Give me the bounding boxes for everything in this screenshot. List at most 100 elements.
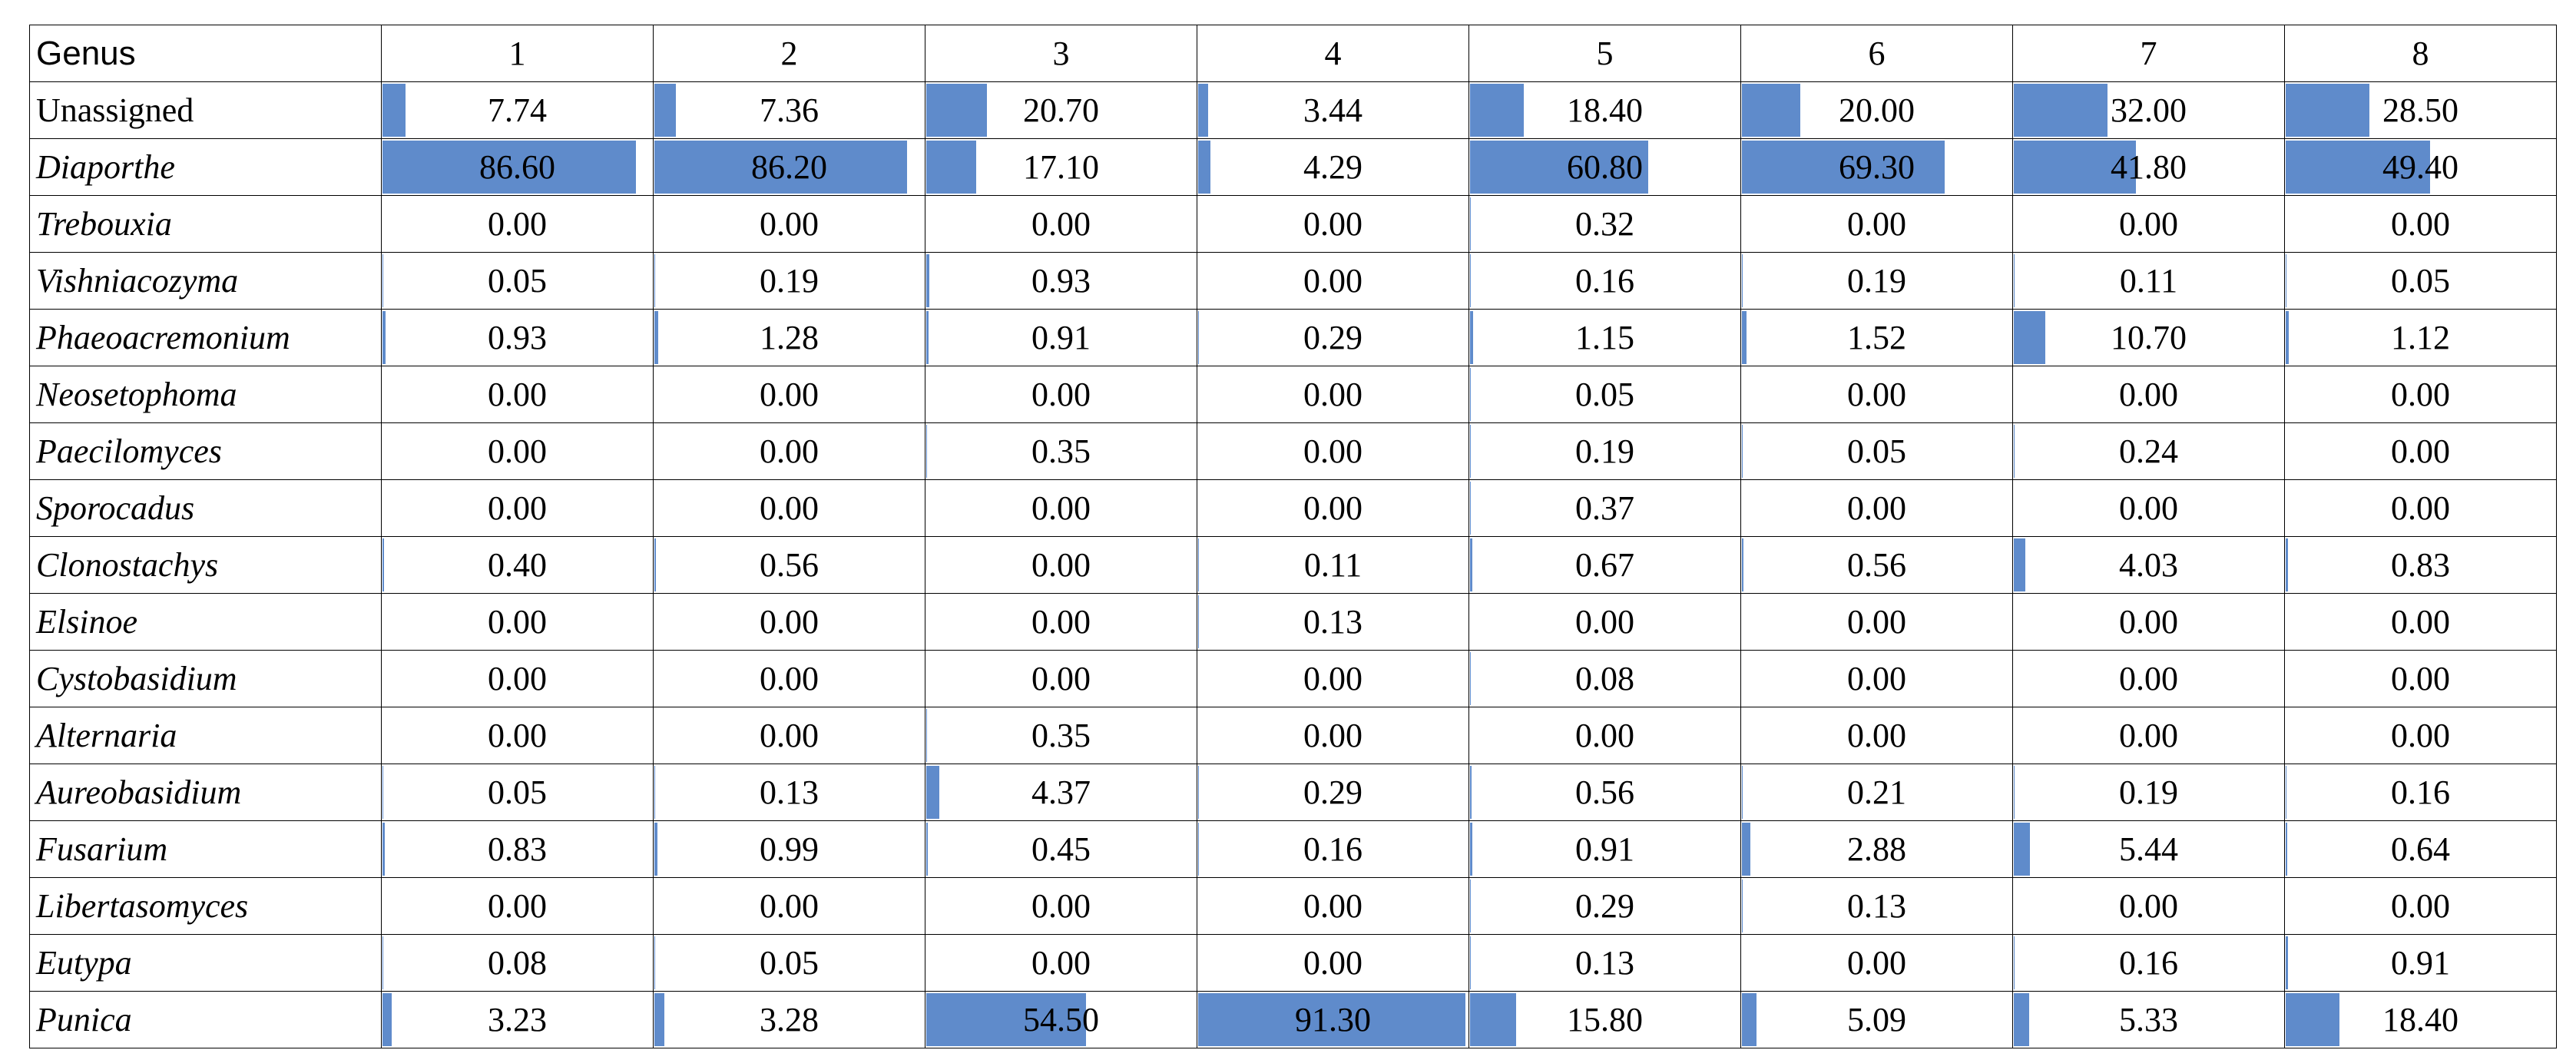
value-cell: 3 [925,25,1197,82]
data-bar [2286,311,2290,364]
value-text: 0.00 [1303,944,1362,982]
genus-name: Clonostachys [36,546,219,584]
value-text: 0.93 [488,319,547,356]
value-text: 5.09 [1847,1001,1906,1038]
value-text: 0.08 [488,944,547,982]
value-cell: 0.64 [2284,820,2557,878]
value-cell: 0.00 [1740,366,2013,423]
value-cell: 0.00 [653,593,925,651]
data-bar [1742,254,1743,307]
value-text: 0.00 [1847,603,1906,641]
value-cell: 28.50 [2284,81,2557,139]
data-bar [382,538,384,591]
value-cell: 0.05 [381,764,654,821]
value-cell: 0.19 [2012,764,2285,821]
data-bar [2014,538,2026,591]
value-text: 0.00 [1303,717,1362,754]
value-cell: 0.13 [1740,877,2013,935]
value-cell: 4 [1197,25,1469,82]
data-bar [1470,197,1472,250]
genus-cell: Alternaria [29,707,382,764]
value-text: 0.45 [1031,830,1091,868]
data-bar [1198,993,1465,1046]
column-header: 5 [1596,35,1614,72]
value-cell: 0.00 [2012,195,2285,253]
value-cell: 0.00 [2284,877,2557,935]
value-cell: 0.29 [1468,877,1741,935]
value-cell: 0.05 [1468,366,1741,423]
column-header: Genus [36,34,136,72]
value-cell: 0.00 [381,650,654,707]
value-text: 1.15 [1575,319,1634,356]
genus-name: Neosetophoma [36,376,237,413]
value-text: 0.00 [2119,489,2178,527]
value-text: 0.24 [2119,432,2178,470]
data-bar [1198,823,1199,876]
value-text: 0.00 [1031,546,1091,584]
value-text: 0.16 [2391,773,2450,811]
value-text: 28.50 [2382,91,2458,129]
value-text: 2.88 [1847,830,1906,868]
value-cell: 0.00 [653,707,925,764]
value-cell: 54.50 [925,991,1197,1048]
value-cell: 0.00 [653,479,925,537]
value-text: 3.44 [1303,91,1362,129]
value-cell: 0.67 [1468,536,1741,594]
value-text: 0.05 [760,944,819,982]
value-text: 0.83 [2391,546,2450,584]
value-cell: 3.28 [653,991,925,1048]
value-text: 0.35 [1031,432,1091,470]
value-text: 0.13 [1303,603,1362,641]
value-cell: 0.00 [925,650,1197,707]
genus-cell: Unassigned [29,81,382,139]
data-bar [382,823,386,876]
value-cell: 7.74 [381,81,654,139]
value-cell: 0.16 [1197,820,1469,878]
value-cell: 0.83 [2284,536,2557,594]
value-text: 17.10 [1023,148,1099,186]
value-cell: 32.00 [2012,81,2285,139]
value-cell: 0.00 [2284,707,2557,764]
value-text: 91.30 [1295,1001,1371,1038]
value-cell: 0.00 [1740,593,2013,651]
genus-cell: Libertasomyces [29,877,382,935]
data-bar [2014,766,2015,819]
value-text: 0.00 [488,887,547,925]
value-text: 0.00 [1303,489,1362,527]
value-text: 0.56 [1847,546,1906,584]
value-cell: 5.09 [1740,991,2013,1048]
value-cell: 0.00 [925,479,1197,537]
value-cell: 3.44 [1197,81,1469,139]
value-cell: 0.93 [925,252,1197,310]
value-text: 0.08 [1575,660,1634,697]
value-text: 0.32 [1575,205,1634,243]
value-text: 0.35 [1031,717,1091,754]
value-text: 69.30 [1839,148,1915,186]
value-text: 0.05 [1575,376,1634,413]
value-text: 0.00 [1031,887,1091,925]
value-cell: 0.00 [381,366,654,423]
data-bar [1198,84,1209,137]
value-text: 0.19 [1575,432,1634,470]
value-text: 0.05 [2391,262,2450,300]
value-cell: 0.00 [2284,195,2557,253]
value-text: 0.29 [1303,773,1362,811]
data-bar [2286,936,2289,989]
value-cell: 0.00 [1197,252,1469,310]
value-text: 0.00 [1303,432,1362,470]
value-text: 0.00 [488,603,547,641]
value-cell: 86.20 [653,138,925,196]
value-text: 0.00 [1031,489,1091,527]
value-cell: 0.00 [2012,877,2285,935]
genus-name: Phaeoacremonium [36,319,290,356]
value-text: 0.00 [488,660,547,697]
value-text: 0.11 [1303,546,1362,584]
value-text: 0.00 [2119,660,2178,697]
value-text: 0.16 [2119,944,2178,982]
value-text: 3.28 [760,1001,819,1038]
value-cell: 0.00 [1197,707,1469,764]
value-cell: 2 [653,25,925,82]
value-text: 0.29 [1303,319,1362,356]
data-bar [1470,823,1473,876]
genus-name: Eutypa [36,944,132,982]
